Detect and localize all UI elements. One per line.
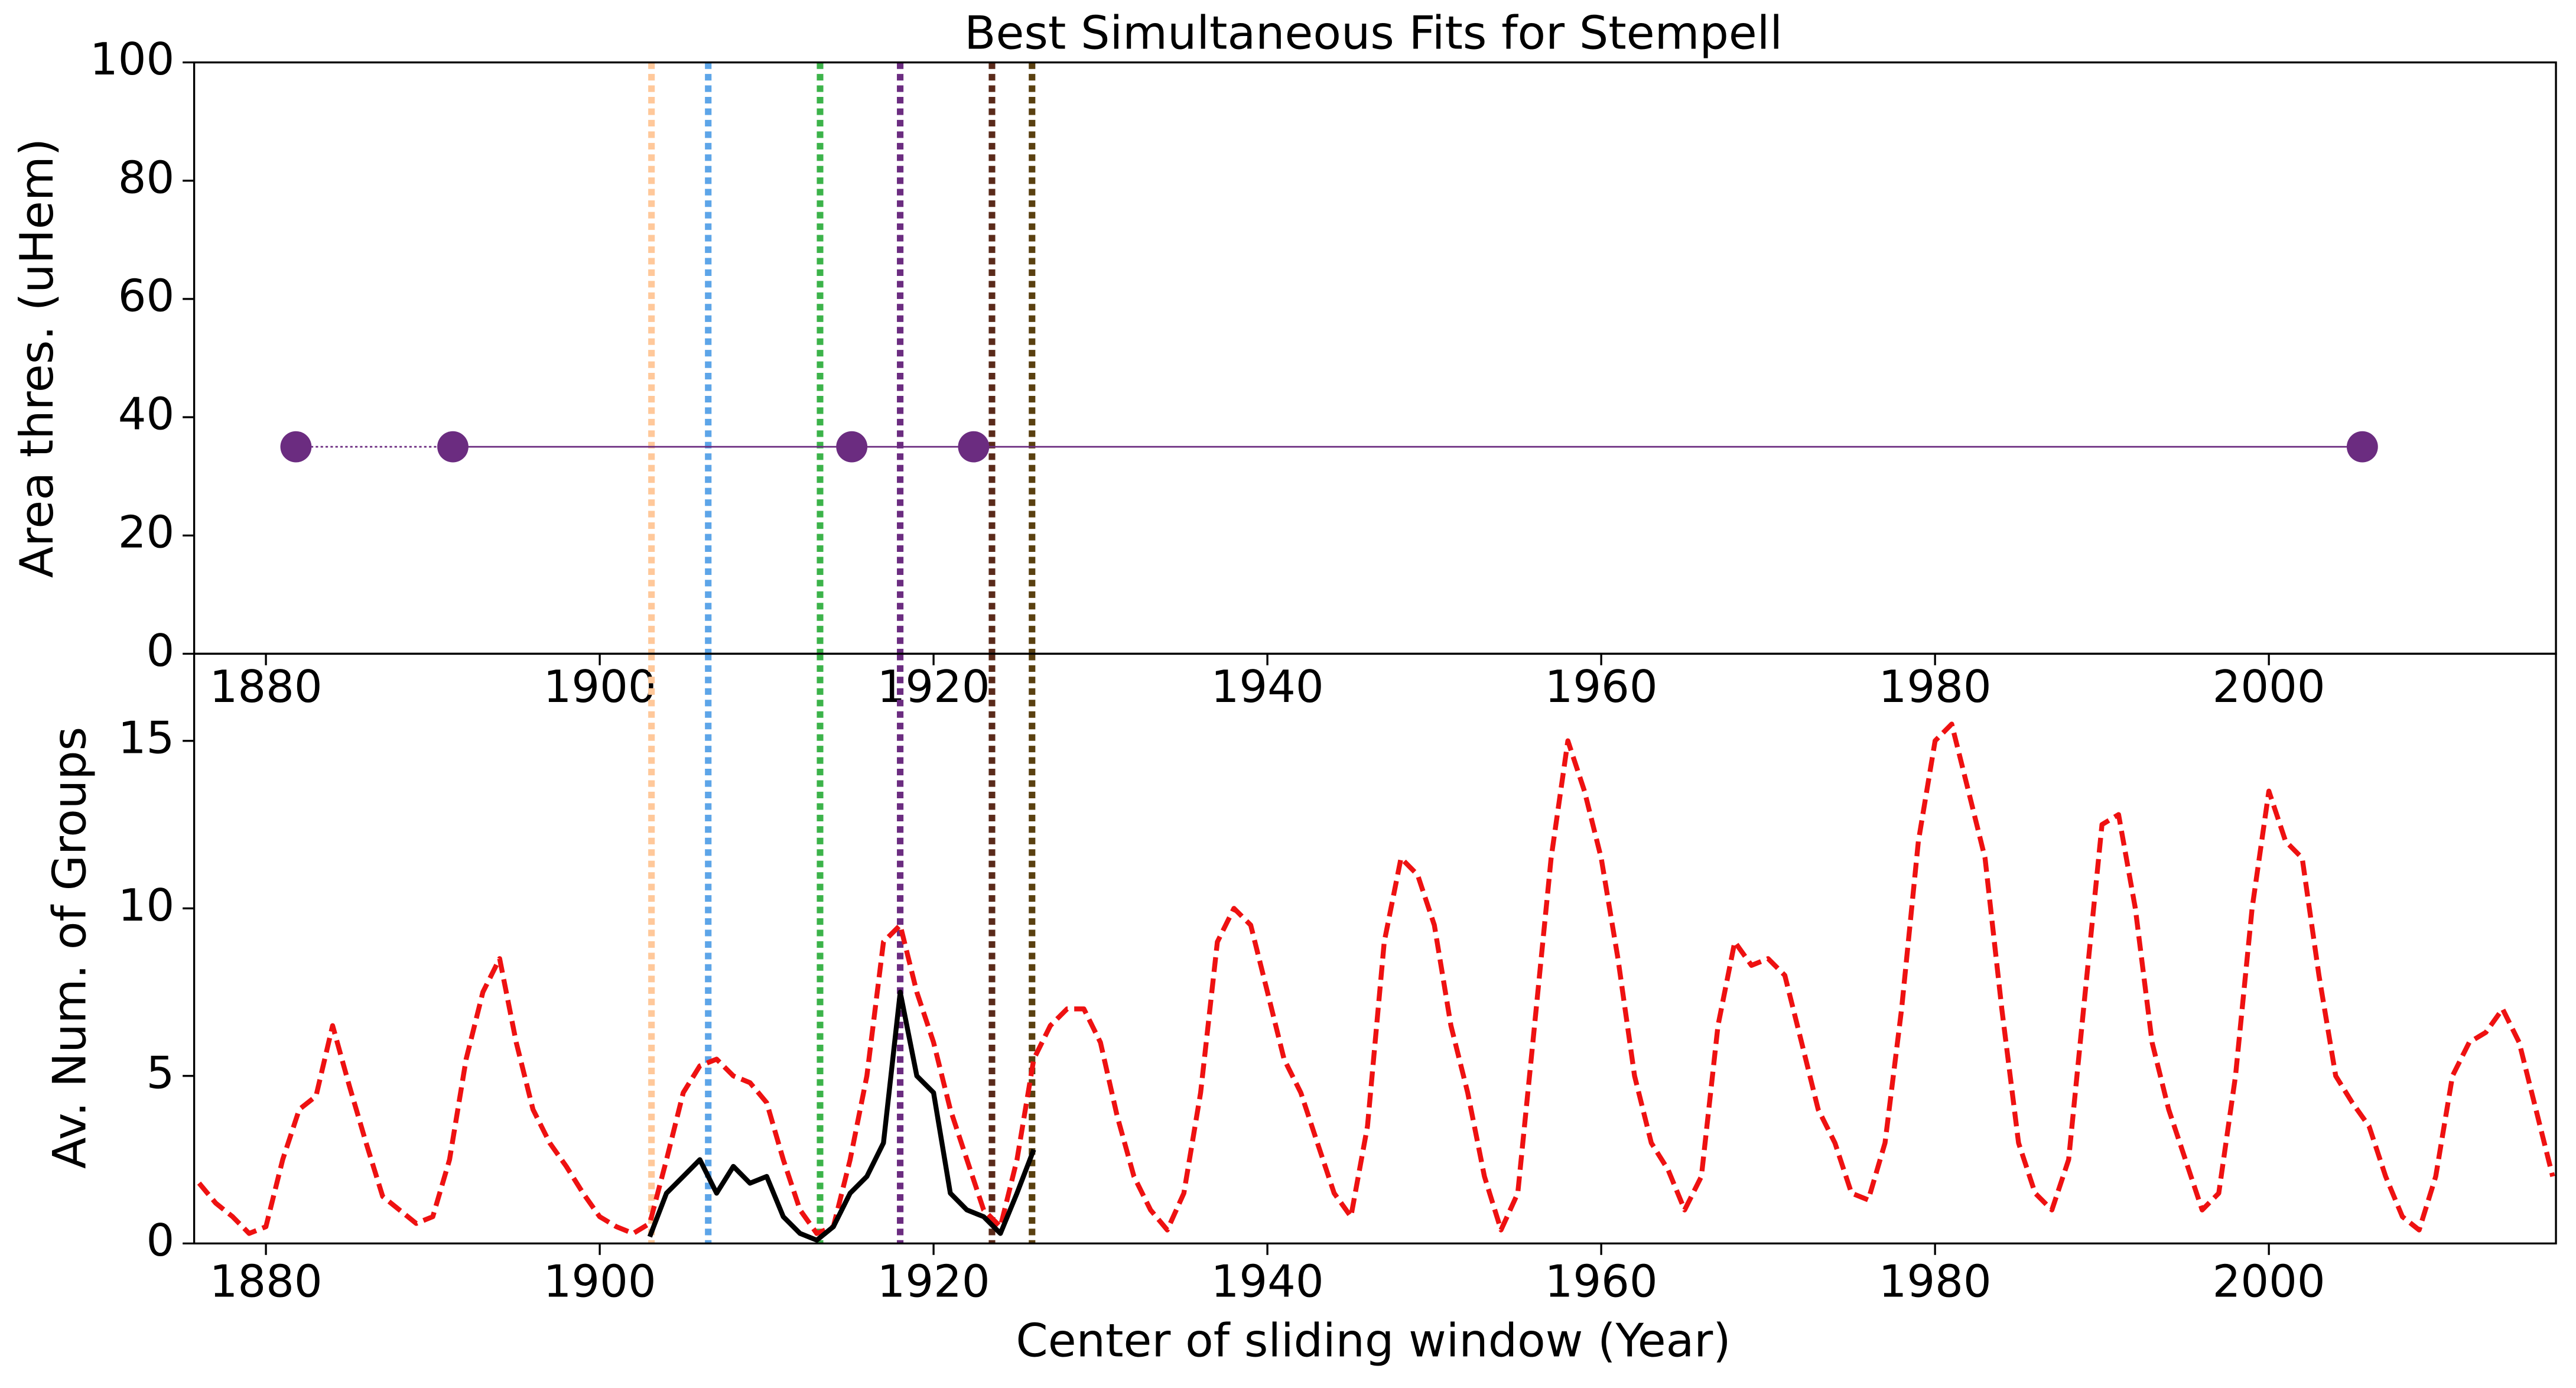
x-tick-label: 1980: [1879, 1255, 1992, 1307]
y-tick-label: 40: [118, 388, 174, 440]
x-tick-label: 1900: [544, 661, 656, 713]
x-tick-label: 1940: [1211, 1255, 1324, 1307]
y-tick-label: 0: [146, 625, 174, 677]
x-tick-label: 2000: [2213, 661, 2325, 713]
x-tick-label: 2000: [2213, 1255, 2325, 1307]
line: [647, 989, 1036, 1243]
x-axis-label: Center of sliding window (Year): [1016, 1314, 1731, 1367]
y-tick-label: 20: [118, 506, 174, 558]
x-tick-label: 1880: [210, 1255, 323, 1307]
x-tick-label: 1900: [544, 1255, 656, 1307]
y-axis-label: Av. Num. of Groups: [43, 727, 96, 1169]
y-tick-label: 0: [146, 1214, 174, 1266]
axes-frame: [193, 652, 2557, 1245]
x-tick-label: 1960: [1545, 1255, 1658, 1307]
y-axis-label: Area thres. (uHem): [11, 138, 64, 578]
point: [958, 431, 990, 463]
chart-title: Best Simultaneous Fits for Stempell: [964, 7, 1783, 60]
point: [2346, 431, 2378, 463]
x-tick-label: 1940: [1211, 661, 1324, 713]
y-tick-label: 80: [118, 151, 174, 203]
y-tick-label: 100: [90, 33, 174, 85]
x-tick-label: 1920: [877, 1255, 990, 1307]
x-tick-label: 1980: [1879, 661, 1992, 713]
line: [197, 721, 2555, 1236]
x-tick-label: 1880: [210, 661, 323, 713]
x-tick-label: 1960: [1545, 661, 1658, 713]
x-tick-label: 1920: [877, 661, 990, 713]
y-tick-label: 10: [118, 879, 174, 931]
point: [836, 431, 868, 463]
y-tick-label: 5: [146, 1046, 174, 1098]
point: [437, 431, 469, 463]
point: [280, 431, 312, 463]
y-tick-label: 60: [118, 269, 174, 321]
y-tick-label: 15: [118, 711, 174, 763]
